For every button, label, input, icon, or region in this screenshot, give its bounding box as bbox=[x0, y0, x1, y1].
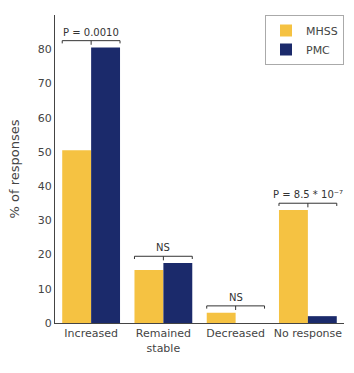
svg-text:Decreased: Decreased bbox=[206, 327, 265, 340]
svg-text:% of responses: % of responses bbox=[7, 119, 22, 218]
svg-text:P = 8.5 * 10⁻⁷: P = 8.5 * 10⁻⁷ bbox=[273, 189, 343, 200]
svg-text:Increased: Increased bbox=[64, 327, 118, 340]
svg-text:No response: No response bbox=[274, 327, 343, 340]
svg-text:P = 0.0010: P = 0.0010 bbox=[63, 27, 119, 38]
svg-text:50: 50 bbox=[38, 146, 52, 159]
svg-text:NS: NS bbox=[229, 292, 243, 303]
svg-text:NS: NS bbox=[156, 242, 170, 253]
svg-text:MHSS: MHSS bbox=[306, 25, 338, 38]
svg-text:60: 60 bbox=[38, 112, 52, 125]
svg-text:30: 30 bbox=[38, 214, 52, 227]
svg-text:20: 20 bbox=[38, 248, 52, 261]
svg-text:PMC: PMC bbox=[306, 44, 330, 57]
svg-text:Remainedstable: Remainedstable bbox=[136, 327, 191, 354]
svg-text:40: 40 bbox=[38, 180, 52, 193]
svg-text:70: 70 bbox=[38, 77, 52, 90]
svg-text:0: 0 bbox=[45, 317, 52, 330]
svg-text:10: 10 bbox=[38, 283, 52, 296]
svg-text:80: 80 bbox=[38, 43, 52, 56]
